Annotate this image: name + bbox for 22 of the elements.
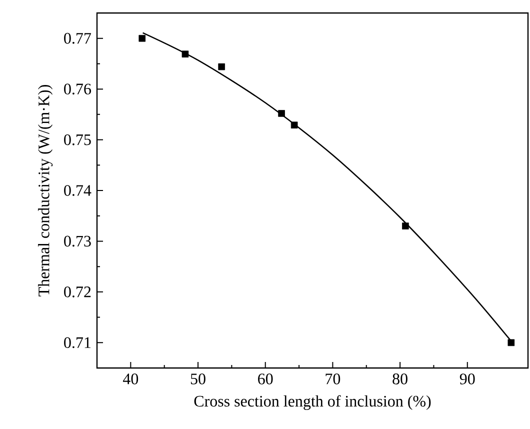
x-axis-title: Cross section length of inclusion (%): [194, 395, 431, 410]
x-tick-label: 40: [122, 374, 138, 384]
point: [182, 50, 189, 58]
point: [290, 122, 298, 128]
y-tick-label: 0.73: [64, 236, 91, 247]
x-tick-label: 90: [460, 374, 475, 384]
point: [218, 63, 225, 70]
point: [508, 339, 515, 346]
x-tick-label: 80: [392, 374, 408, 384]
x-tick-label: 70: [326, 374, 340, 384]
y-tick-label: 0.74: [64, 185, 92, 196]
y-axis-title: Thermal conductivity (W/(m·K)): [38, 85, 53, 296]
y-tick-label: 0.72: [64, 286, 91, 298]
y-tick-label: 0.77: [64, 32, 92, 44]
x-tick-label: 60: [258, 374, 273, 384]
y-tick-label: 0.71: [64, 337, 91, 348]
point: [278, 110, 285, 117]
point: [138, 34, 146, 42]
y-tick-label: 0.75: [64, 134, 91, 146]
x-tick-label: 50: [190, 374, 206, 384]
point: [402, 222, 409, 230]
y-tick-label: 0.76: [64, 84, 91, 94]
